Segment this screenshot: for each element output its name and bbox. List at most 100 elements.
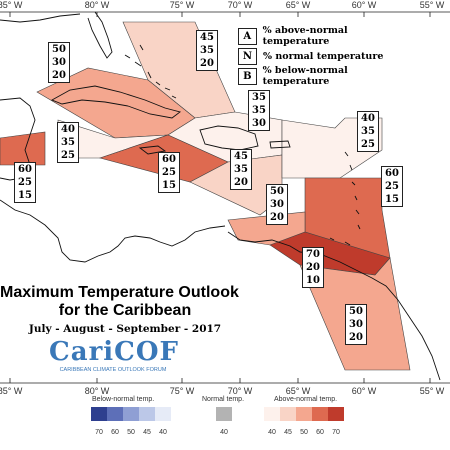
caricof-logo: CariCOF [49, 337, 179, 367]
prob-below: 20 [270, 212, 284, 223]
prob-box-belize: 60 25 15 [14, 162, 36, 203]
prob-above: 60 [18, 164, 32, 175]
lon-label-top: 65° W [286, 0, 311, 10]
colorbar-tick: 40 [159, 429, 167, 436]
colorbar-swatch-below [139, 407, 155, 421]
prob-above: 50 [52, 44, 66, 55]
colorbar-swatch-normal [216, 407, 232, 421]
prob-below: 20 [200, 58, 214, 69]
prob-box-east-caribbean-sea: 45 35 20 [230, 149, 252, 190]
prob-normal: 35 [361, 126, 375, 137]
lon-tick-labels-top: 85° W 80° W 75° W 70° W 65° W 60° W 55° … [0, 0, 445, 10]
lon-label-bottom: 70° W [228, 386, 253, 396]
prob-normal: 30 [270, 199, 284, 210]
prob-normal: 30 [52, 57, 66, 68]
prob-above: 70 [306, 249, 320, 260]
lon-label-bottom: 55° W [420, 386, 445, 396]
prob-above: 45 [200, 32, 214, 43]
colorbar-tick: 60 [111, 429, 119, 436]
prob-normal: 20 [306, 262, 320, 273]
prob-box-abc-islands: 50 30 20 [266, 184, 288, 225]
prob-below: 25 [61, 150, 75, 161]
colorbar-swatch-below [91, 407, 107, 421]
colorbar-swatch-above [296, 407, 312, 421]
colorbar-swatch-below [123, 407, 139, 421]
legend-row-normal: N % normal temperature [238, 46, 414, 66]
florida-coast [87, 11, 113, 59]
lon-label-top: 85° W [0, 0, 23, 10]
colorbar-tick: 45 [143, 429, 151, 436]
prob-normal: 35 [252, 105, 266, 116]
lon-label-top: 80° W [85, 0, 110, 10]
prob-below: 30 [252, 118, 266, 129]
prob-below: 15 [162, 180, 176, 191]
prob-below: 15 [18, 190, 32, 201]
colorbar-swatch-above [312, 407, 328, 421]
colorbar-swatch-below [107, 407, 123, 421]
bahamas-islands [124, 44, 177, 99]
prob-above: 40 [61, 124, 75, 135]
lon-label-top: 75° W [170, 0, 195, 10]
prob-normal: 35 [234, 164, 248, 175]
prob-normal: 35 [200, 45, 214, 56]
prob-box-northern-lesser-antilles: 40 35 25 [357, 111, 379, 152]
legend-row-above: A % above-normal temperature [238, 25, 414, 47]
lon-label-top: 60° W [352, 0, 377, 10]
prob-box-central-lesser-antilles: 60 25 15 [381, 166, 403, 207]
region-belize [0, 131, 46, 166]
colorbar-below-label: Below-normal temp. [92, 396, 155, 403]
legend-letter-box: N [238, 47, 257, 65]
lon-label-top: 70° W [228, 0, 253, 10]
map-title: Maximum Temperature Outlook [0, 284, 239, 301]
prob-above: 35 [252, 92, 266, 103]
colorbar-tick: 70 [95, 429, 103, 436]
prob-normal: 25 [18, 177, 32, 188]
prob-below: 10 [306, 275, 320, 286]
cuba-coast [50, 85, 182, 119]
prob-box-bahamas: 45 35 20 [196, 30, 218, 71]
colorbar-above-label: Above-normal temp. [274, 396, 338, 403]
prob-normal: 30 [349, 319, 363, 330]
prob-above: 60 [385, 168, 399, 179]
prob-above: 60 [162, 154, 176, 165]
colorbar-tick: 40 [220, 429, 228, 436]
colorbar-tick: 50 [127, 429, 135, 436]
hispaniola-coast [199, 125, 259, 151]
colorbar-swatch-above [280, 407, 296, 421]
colorbar-swatch-above [264, 407, 280, 421]
colorbar-swatch-above [328, 407, 344, 421]
lesser-antilles [329, 151, 361, 246]
puerto-rico-coast [269, 140, 291, 149]
prob-above: 40 [361, 113, 375, 124]
prob-box-cuba: 50 30 20 [48, 42, 70, 83]
colorbar-tick: 70 [332, 429, 340, 436]
jamaica-coast [138, 145, 167, 155]
prob-normal: 35 [61, 137, 75, 148]
prob-normal: 25 [385, 181, 399, 192]
map-title-line2: for the Caribbean [58, 302, 192, 319]
lon-label-bottom: 60° W [352, 386, 377, 396]
legend-text: % below-normal temperature [262, 65, 348, 87]
lon-label-top: 55° W [420, 0, 445, 10]
prob-below: 25 [361, 139, 375, 150]
colorbar-tick: 60 [316, 429, 324, 436]
prob-box-guianas: 50 30 20 [345, 304, 367, 345]
prob-box-jamaica: 60 25 15 [158, 152, 180, 193]
colorbar-tick: 40 [268, 429, 276, 436]
colorbar [91, 407, 344, 421]
colorbar-tick: 50 [300, 429, 308, 436]
prob-above: 50 [270, 186, 284, 197]
legend-letter-box: A [238, 27, 257, 45]
lon-label-bottom: 85° W [0, 386, 23, 396]
prob-below: 15 [385, 194, 399, 205]
prob-above: 45 [234, 151, 248, 162]
prob-above: 50 [349, 306, 363, 317]
lon-tick-marks [9, 12, 431, 383]
lon-tick-labels-bottom: 85° W 80° W 75° W 70° W 65° W 60° W 55° … [0, 386, 445, 396]
legend-text: % above-normal temperature [262, 25, 348, 47]
lon-label-bottom: 80° W [85, 386, 110, 396]
gulf-coast [0, 13, 81, 23]
coastlines [0, 11, 441, 381]
prob-below: 20 [52, 70, 66, 81]
colorbar-normal-label: Normal temp. [202, 396, 245, 403]
